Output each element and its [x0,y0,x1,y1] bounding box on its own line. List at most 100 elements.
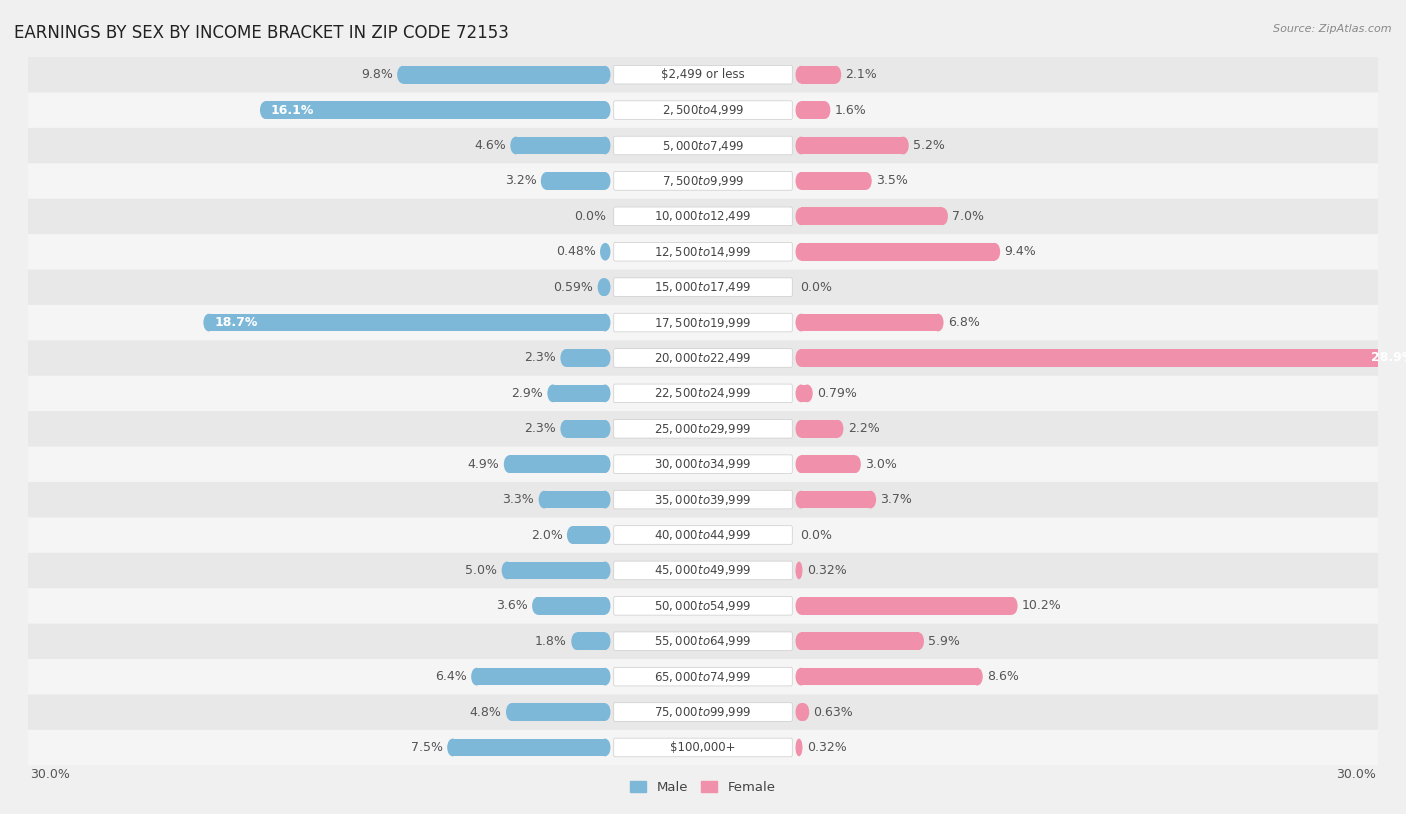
FancyBboxPatch shape [614,702,792,721]
Circle shape [796,667,807,685]
Circle shape [599,632,610,650]
Circle shape [260,101,271,119]
Ellipse shape [796,738,803,756]
Circle shape [598,278,609,296]
Bar [801,313,938,331]
Text: Source: ZipAtlas.com: Source: ZipAtlas.com [1274,24,1392,34]
Text: $35,000 to $39,999: $35,000 to $39,999 [654,492,752,506]
Circle shape [972,667,983,685]
Circle shape [567,526,578,544]
Circle shape [599,349,610,367]
Text: $2,500 to $4,999: $2,500 to $4,999 [662,103,744,117]
Circle shape [547,384,558,402]
Text: 7.5%: 7.5% [411,741,443,754]
Circle shape [571,632,582,650]
Text: $55,000 to $64,999: $55,000 to $64,999 [654,634,752,648]
Text: 9.4%: 9.4% [1004,245,1036,258]
Circle shape [851,455,860,473]
Circle shape [599,172,610,190]
Circle shape [447,738,458,756]
Text: $2,499 or less: $2,499 or less [661,68,745,81]
Circle shape [860,172,872,190]
Text: $100,000+: $100,000+ [671,741,735,754]
FancyBboxPatch shape [28,694,1406,730]
Text: 7.0%: 7.0% [952,210,984,223]
FancyBboxPatch shape [28,234,1406,269]
Circle shape [796,349,807,367]
FancyBboxPatch shape [28,659,1406,694]
Text: 0.32%: 0.32% [807,741,846,754]
Circle shape [599,66,610,84]
Text: 9.8%: 9.8% [361,68,392,81]
FancyBboxPatch shape [614,136,792,155]
FancyBboxPatch shape [614,101,792,120]
Text: 0.0%: 0.0% [800,281,832,294]
Circle shape [538,491,550,509]
Text: $45,000 to $49,999: $45,000 to $49,999 [654,563,752,577]
Bar [565,349,605,367]
Circle shape [599,667,610,685]
FancyBboxPatch shape [614,384,792,403]
Text: $40,000 to $44,999: $40,000 to $44,999 [654,528,752,542]
FancyBboxPatch shape [28,518,1406,553]
Circle shape [796,66,807,84]
Text: $22,500 to $24,999: $22,500 to $24,999 [654,387,752,400]
Text: 28.9%: 28.9% [1371,352,1406,365]
FancyBboxPatch shape [28,588,1406,624]
Text: $12,500 to $14,999: $12,500 to $14,999 [654,245,752,259]
Text: $7,500 to $9,999: $7,500 to $9,999 [662,174,744,188]
Text: 2.1%: 2.1% [845,68,877,81]
FancyBboxPatch shape [28,375,1406,411]
Bar [544,491,605,509]
Circle shape [796,384,807,402]
Circle shape [531,597,543,615]
Text: 0.0%: 0.0% [800,528,832,541]
Text: 0.48%: 0.48% [555,245,596,258]
Circle shape [820,101,831,119]
Legend: Male, Female: Male, Female [630,781,776,794]
FancyBboxPatch shape [614,455,792,474]
FancyBboxPatch shape [614,597,792,615]
Text: 4.6%: 4.6% [474,139,506,152]
FancyBboxPatch shape [28,446,1406,482]
Circle shape [599,597,610,615]
Circle shape [801,384,813,402]
FancyBboxPatch shape [28,340,1406,375]
Text: $50,000 to $54,999: $50,000 to $54,999 [654,599,752,613]
Bar [508,562,605,580]
Text: 8.6%: 8.6% [987,670,1019,683]
Ellipse shape [600,243,610,260]
FancyBboxPatch shape [614,419,792,438]
Text: 18.7%: 18.7% [214,316,257,329]
Circle shape [599,137,610,155]
Bar [565,420,605,438]
Circle shape [506,703,517,721]
Circle shape [599,738,610,756]
Text: 0.63%: 0.63% [814,706,853,719]
Bar [801,632,918,650]
Text: 4.9%: 4.9% [468,457,499,470]
Bar [801,384,807,402]
Text: 0.79%: 0.79% [817,387,856,400]
Text: 5.0%: 5.0% [465,564,498,577]
Bar [516,137,605,155]
Text: 1.8%: 1.8% [536,635,567,648]
Text: $25,000 to $29,999: $25,000 to $29,999 [654,422,752,435]
FancyBboxPatch shape [28,57,1406,92]
Text: 6.4%: 6.4% [434,670,467,683]
Bar [801,667,977,685]
FancyBboxPatch shape [614,207,792,225]
Circle shape [599,455,610,473]
Bar [801,243,994,260]
Bar [801,101,825,119]
Text: 3.6%: 3.6% [496,599,527,612]
Circle shape [502,562,513,580]
Circle shape [796,208,807,225]
Text: 0.59%: 0.59% [554,281,593,294]
Text: 5.9%: 5.9% [928,635,960,648]
Circle shape [796,420,807,438]
Circle shape [503,455,515,473]
Text: 5.2%: 5.2% [912,139,945,152]
Circle shape [204,313,214,331]
Bar [572,526,605,544]
